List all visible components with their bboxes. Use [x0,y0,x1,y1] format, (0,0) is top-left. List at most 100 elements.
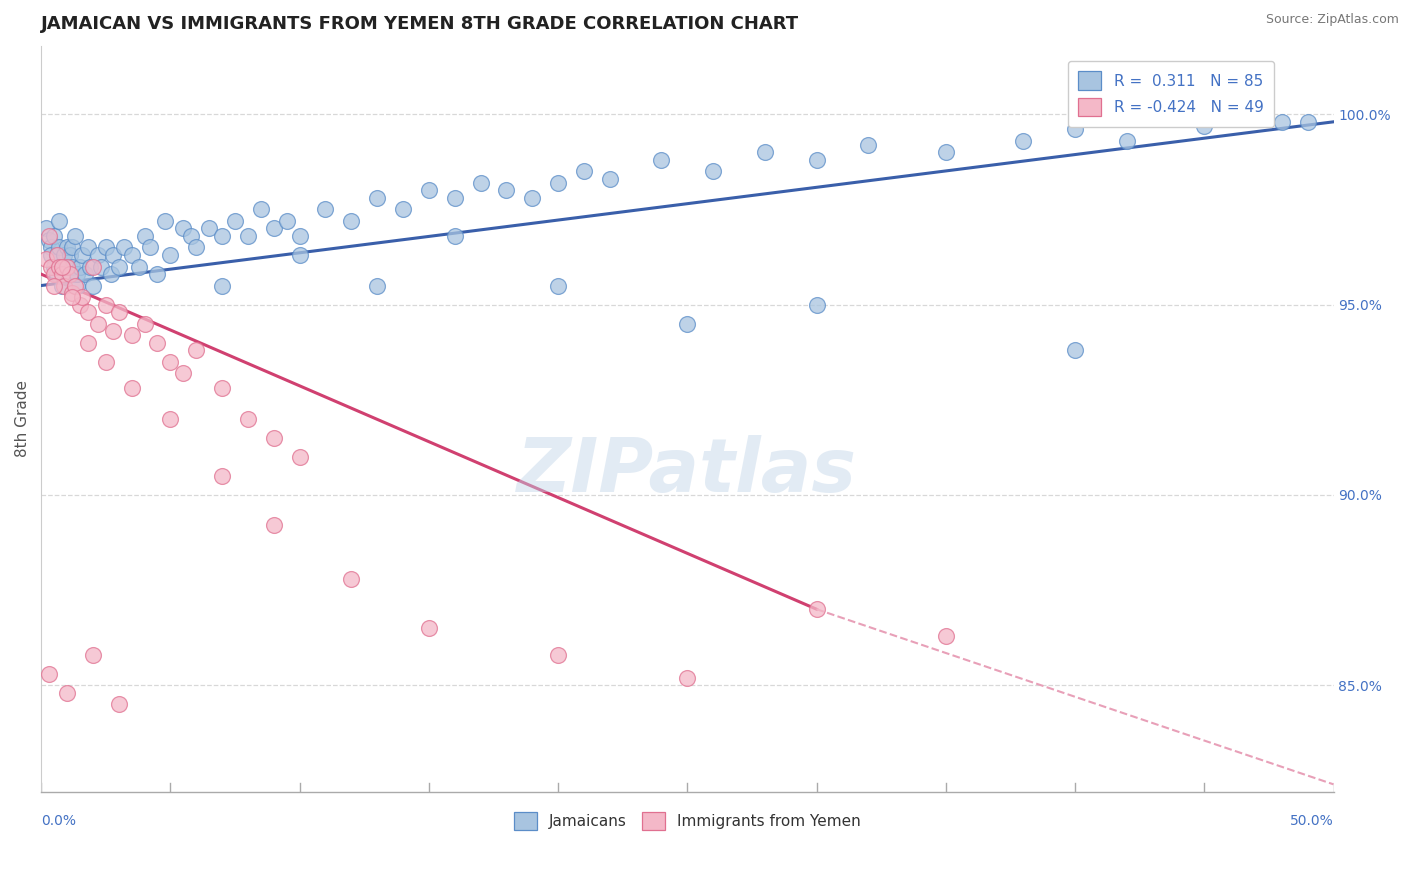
Point [42,278,65,293]
Point [41,240,63,254]
Point [547,648,569,662]
Point [288,229,311,244]
Point [58,267,80,281]
Point [60,240,83,254]
Point [1012,134,1035,148]
Point [60,260,83,274]
Point [41,248,63,262]
Point [107,260,129,274]
Point [72,290,94,304]
Point [69,260,91,274]
Point [90,260,112,274]
Point [198,221,221,235]
Text: Source: ZipAtlas.com: Source: ZipAtlas.com [1265,13,1399,27]
Point [211,278,233,293]
Point [1064,122,1087,136]
Point [42,229,65,244]
Point [443,229,465,244]
Point [159,412,181,426]
Point [69,297,91,311]
Point [180,229,202,244]
Point [858,137,880,152]
Point [159,248,181,262]
Point [76,335,98,350]
Point [392,202,415,217]
Point [470,176,492,190]
Point [806,153,828,167]
Point [103,324,125,338]
Point [134,317,156,331]
Point [236,412,259,426]
Point [495,183,517,197]
Point [35,252,58,266]
Point [263,431,285,445]
Point [107,698,129,712]
Point [153,214,176,228]
Point [121,248,143,262]
Point [547,278,569,293]
Point [211,469,233,483]
Point [172,221,194,235]
Point [572,164,595,178]
Point [56,260,79,274]
Point [418,621,440,635]
Point [1115,134,1137,148]
Point [53,248,76,262]
Point [935,629,957,643]
Y-axis label: 8th Grade: 8th Grade [15,380,30,458]
Text: 0.0%: 0.0% [41,814,76,829]
Point [94,297,117,311]
Point [66,278,89,293]
Point [58,267,80,281]
Point [134,229,156,244]
Point [676,671,699,685]
Point [38,229,60,244]
Point [51,267,73,281]
Point [121,328,143,343]
Point [366,191,388,205]
Point [138,240,160,254]
Point [76,305,98,319]
Point [806,297,828,311]
Point [366,278,388,293]
Point [56,260,79,274]
Point [82,648,104,662]
Point [146,335,169,350]
Point [94,240,117,254]
Point [121,381,143,395]
Point [63,278,86,293]
Point [112,240,135,254]
Point [211,381,233,395]
Point [72,248,94,262]
Legend: Jamaicans, Immigrants from Yemen: Jamaicans, Immigrants from Yemen [508,805,868,837]
Point [94,354,117,368]
Point [51,260,73,274]
Point [224,214,246,228]
Point [42,267,65,281]
Point [60,290,83,304]
Point [100,267,122,281]
Point [35,221,58,235]
Point [63,229,86,244]
Point [41,260,63,274]
Point [58,248,80,262]
Point [186,343,208,358]
Point [48,214,70,228]
Point [702,164,724,178]
Point [314,202,336,217]
Point [443,191,465,205]
Point [51,278,73,293]
Point [87,317,110,331]
Point [146,267,169,281]
Point [288,248,311,262]
Point [288,450,311,464]
Text: 50.0%: 50.0% [1289,814,1333,829]
Point [340,214,363,228]
Point [79,260,101,274]
Point [48,260,70,274]
Text: ZIPatlas: ZIPatlas [517,434,858,508]
Point [48,240,70,254]
Point [263,518,285,533]
Point [754,145,776,160]
Point [82,278,104,293]
